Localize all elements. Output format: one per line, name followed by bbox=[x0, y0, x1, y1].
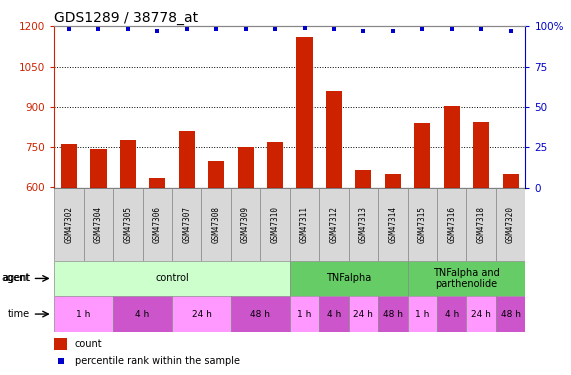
Text: percentile rank within the sample: percentile rank within the sample bbox=[75, 356, 240, 366]
Bar bbox=[408, 296, 437, 332]
Text: GSM47316: GSM47316 bbox=[447, 206, 456, 243]
Text: 48 h: 48 h bbox=[250, 310, 270, 318]
Text: 4 h: 4 h bbox=[327, 310, 341, 318]
Bar bbox=[54, 261, 290, 296]
Bar bbox=[444, 105, 460, 349]
Text: 4 h: 4 h bbox=[135, 310, 150, 318]
Bar bbox=[349, 188, 378, 261]
Bar bbox=[467, 296, 496, 332]
Bar bbox=[290, 261, 408, 296]
Bar bbox=[202, 188, 231, 261]
Text: GSM47312: GSM47312 bbox=[329, 206, 339, 243]
Bar bbox=[437, 296, 467, 332]
Bar bbox=[319, 296, 349, 332]
Text: count: count bbox=[75, 339, 102, 349]
Bar bbox=[54, 338, 67, 350]
Text: GSM47302: GSM47302 bbox=[65, 206, 74, 243]
Bar bbox=[296, 37, 312, 349]
Bar bbox=[290, 188, 319, 261]
Text: 24 h: 24 h bbox=[471, 310, 491, 318]
Text: GSM47320: GSM47320 bbox=[506, 206, 515, 243]
Text: GSM47305: GSM47305 bbox=[123, 206, 132, 243]
Text: GSM47304: GSM47304 bbox=[94, 206, 103, 243]
Bar bbox=[84, 188, 113, 261]
Bar bbox=[179, 131, 195, 349]
Bar bbox=[326, 91, 342, 349]
Bar bbox=[502, 174, 518, 349]
Text: agent: agent bbox=[3, 273, 31, 284]
Bar bbox=[260, 188, 290, 261]
Bar bbox=[208, 160, 224, 349]
Bar bbox=[437, 188, 467, 261]
Text: GSM47311: GSM47311 bbox=[300, 206, 309, 243]
Text: time: time bbox=[8, 309, 30, 319]
Bar bbox=[349, 296, 378, 332]
Bar bbox=[408, 261, 525, 296]
Bar bbox=[172, 188, 202, 261]
Text: GSM47308: GSM47308 bbox=[212, 206, 220, 243]
Text: GSM47307: GSM47307 bbox=[182, 206, 191, 243]
Text: GSM47315: GSM47315 bbox=[418, 206, 427, 243]
Text: GDS1289 / 38778_at: GDS1289 / 38778_at bbox=[54, 11, 198, 25]
Text: 48 h: 48 h bbox=[501, 310, 521, 318]
Text: 4 h: 4 h bbox=[445, 310, 459, 318]
Bar bbox=[496, 296, 525, 332]
Bar bbox=[54, 296, 113, 332]
Bar bbox=[90, 148, 107, 349]
Bar bbox=[473, 122, 489, 349]
Text: 1 h: 1 h bbox=[77, 310, 91, 318]
Text: 24 h: 24 h bbox=[353, 310, 373, 318]
Bar bbox=[378, 296, 408, 332]
Bar bbox=[408, 188, 437, 261]
Bar bbox=[113, 296, 172, 332]
Bar bbox=[61, 144, 77, 349]
Bar bbox=[378, 188, 408, 261]
Bar bbox=[414, 123, 431, 349]
Text: GSM47309: GSM47309 bbox=[241, 206, 250, 243]
Text: GSM47318: GSM47318 bbox=[477, 206, 486, 243]
Text: GSM47313: GSM47313 bbox=[359, 206, 368, 243]
Text: GSM47314: GSM47314 bbox=[388, 206, 397, 243]
Bar bbox=[172, 296, 231, 332]
Text: TNFalpha: TNFalpha bbox=[326, 273, 371, 284]
Bar bbox=[467, 188, 496, 261]
Bar bbox=[267, 142, 283, 349]
Bar bbox=[120, 141, 136, 349]
Text: 1 h: 1 h bbox=[415, 310, 429, 318]
Bar bbox=[319, 188, 349, 261]
Text: 1 h: 1 h bbox=[297, 310, 312, 318]
Text: GSM47310: GSM47310 bbox=[271, 206, 280, 243]
Bar bbox=[238, 147, 254, 349]
Bar bbox=[143, 188, 172, 261]
Bar bbox=[385, 174, 401, 349]
Text: TNFalpha and
parthenolide: TNFalpha and parthenolide bbox=[433, 268, 500, 289]
Bar bbox=[231, 188, 260, 261]
Bar bbox=[54, 188, 84, 261]
Text: agent: agent bbox=[2, 273, 30, 284]
Bar bbox=[149, 178, 166, 349]
Bar bbox=[496, 188, 525, 261]
Text: GSM47306: GSM47306 bbox=[153, 206, 162, 243]
Bar bbox=[355, 170, 372, 349]
Bar bbox=[290, 296, 319, 332]
Text: control: control bbox=[155, 273, 189, 284]
Text: 48 h: 48 h bbox=[383, 310, 403, 318]
Bar bbox=[231, 296, 290, 332]
Text: 24 h: 24 h bbox=[191, 310, 211, 318]
Bar bbox=[113, 188, 143, 261]
